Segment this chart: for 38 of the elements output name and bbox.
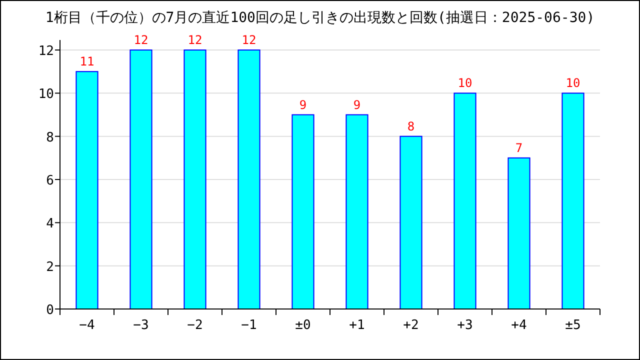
y-tick-label: 4 (46, 216, 54, 232)
x-tick-label: ±0 (295, 318, 311, 333)
bar (238, 50, 260, 310)
data-label: 10 (458, 76, 472, 90)
bar (400, 136, 422, 310)
bar (292, 114, 314, 310)
x-tick-label: −1 (241, 318, 257, 333)
data-label: 7 (515, 140, 523, 155)
x-tick-label: −4 (79, 318, 95, 333)
x-tick-label: +4 (511, 318, 527, 333)
y-tick-label: 8 (46, 130, 54, 146)
y-tick-label: 6 (46, 174, 54, 188)
bar (508, 157, 530, 310)
y-tick-label: 12 (38, 44, 54, 59)
y-tick-label: 10 (38, 87, 54, 102)
bar (184, 50, 206, 310)
data-label: 12 (134, 33, 148, 47)
bar (562, 92, 584, 310)
x-tick-label: ±5 (565, 318, 581, 333)
x-tick-label: +1 (349, 318, 365, 333)
y-tick-label: 0 (46, 303, 54, 318)
data-label: 12 (242, 33, 256, 47)
x-tick-label: +2 (403, 318, 419, 333)
x-tick-label: −3 (133, 318, 149, 333)
bar (76, 71, 98, 310)
bar (454, 92, 476, 310)
y-tick-label: 2 (46, 260, 54, 275)
data-label: 9 (299, 98, 307, 112)
x-tick-label: −2 (187, 318, 203, 333)
bar (346, 114, 368, 310)
data-label: 12 (188, 33, 202, 47)
x-tick-label: +3 (457, 318, 473, 333)
bar (130, 50, 152, 310)
data-label: 10 (566, 76, 580, 90)
data-label: 8 (407, 119, 415, 134)
chart-title: 1桁目（千の位）の7月の直近100回の足し引きの出現数と回数(抽選日：2025-06-30) (45, 10, 595, 26)
data-label: 11 (80, 54, 94, 69)
data-label: 9 (353, 98, 361, 112)
